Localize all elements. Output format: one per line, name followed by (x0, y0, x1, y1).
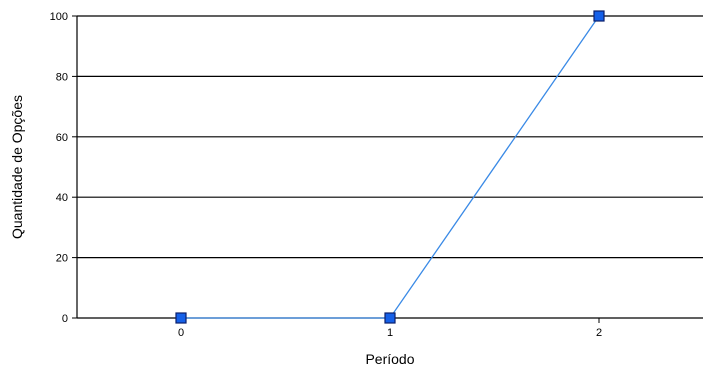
y-tick-labels: 0 20 40 60 80 100 (50, 11, 77, 325)
x-tick-label-2: 2 (596, 327, 602, 339)
data-point-1 (384, 312, 396, 324)
x-tick-label-0: 0 (178, 327, 184, 339)
y-tick-label-60: 60 (56, 132, 68, 144)
data-point-2 (593, 10, 605, 22)
x-tick-label-1: 1 (387, 327, 393, 339)
series-line (181, 15, 600, 319)
gridlines (76, 15, 703, 319)
series-layer (175, 10, 605, 324)
y-tick-label-40: 40 (56, 192, 68, 204)
y-tick-label-80: 80 (56, 71, 68, 83)
y-tick-label-0: 0 (62, 313, 68, 325)
y-axis-title: Quantidade de Opções (9, 95, 25, 239)
y-tick-label-20: 20 (56, 253, 68, 265)
y-tick-label-100: 100 (50, 11, 68, 23)
x-axis-title: Período (365, 351, 414, 367)
data-point-0 (175, 312, 187, 324)
